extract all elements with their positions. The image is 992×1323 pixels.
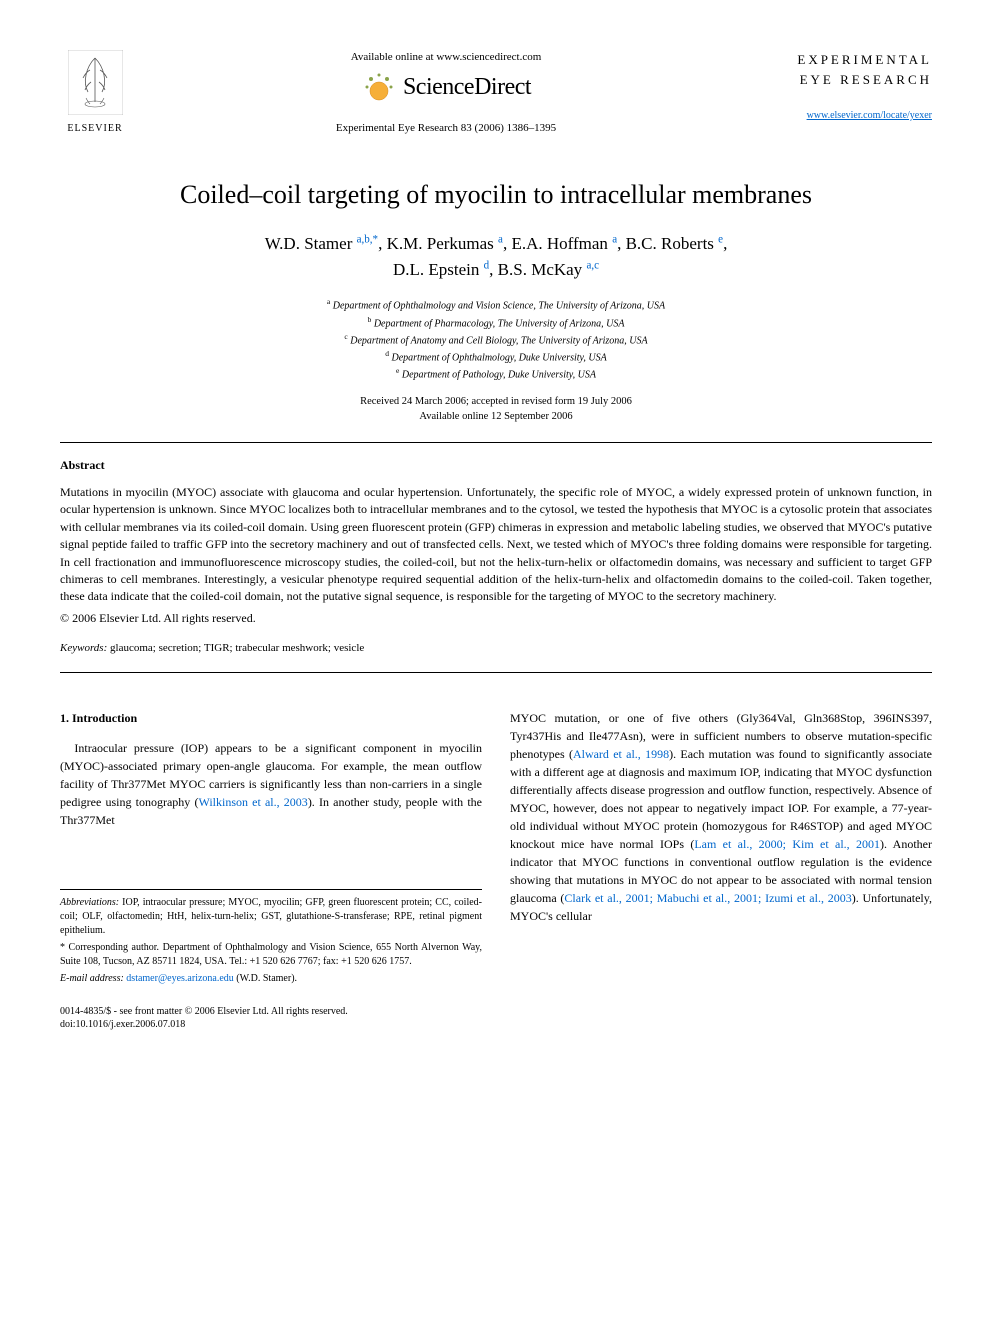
- journal-name: EXPERIMENTAL EYE RESEARCH: [762, 50, 932, 89]
- journal-name-line2: EYE RESEARCH: [800, 72, 932, 87]
- keywords-text: glaucoma; secretion; TIGR; trabecular me…: [107, 642, 364, 654]
- body-columns: 1. Introduction Intraocular pressure (IO…: [60, 709, 932, 989]
- footnotes: Abbreviations: IOP, intraocular pressure…: [60, 889, 482, 986]
- email-name: (W.D. Stamer).: [234, 973, 297, 984]
- email-footnote: E-mail address: dstamer@eyes.arizona.edu…: [60, 972, 482, 986]
- email-label: E-mail address:: [60, 973, 124, 984]
- journal-url-link[interactable]: www.elsevier.com/locate/yexer: [807, 110, 932, 121]
- elsevier-logo: ELSEVIER: [60, 50, 130, 136]
- column-right: MYOC mutation, or one of five others (Gl…: [510, 709, 932, 989]
- intro-para-right: MYOC mutation, or one of five others (Gl…: [510, 709, 932, 925]
- abbreviations-footnote: Abbreviations: IOP, intraocular pressure…: [60, 896, 482, 938]
- abbrev-label: Abbreviations:: [60, 897, 119, 908]
- article-title: Coiled–coil targeting of myocilin to int…: [60, 177, 932, 213]
- intro-heading: 1. Introduction: [60, 709, 482, 727]
- corresponding-author-footnote: * Corresponding author. Department of Op…: [60, 941, 482, 969]
- abstract-text: Mutations in myocilin (MYOC) associate w…: [60, 484, 932, 606]
- column-left: 1. Introduction Intraocular pressure (IO…: [60, 709, 482, 989]
- elsevier-label: ELSEVIER: [60, 122, 130, 136]
- rule-top: [60, 442, 932, 443]
- keywords-label: Keywords:: [60, 642, 107, 654]
- doi-line2: doi:10.1016/j.exer.2006.07.018: [60, 1019, 185, 1030]
- email-address[interactable]: dstamer@eyes.arizona.edu: [126, 973, 234, 984]
- journal-reference: Experimental Eye Research 83 (2006) 1386…: [130, 121, 762, 136]
- copyright-text: © 2006 Elsevier Ltd. All rights reserved…: [60, 610, 932, 627]
- center-header: Available online at www.sciencedirect.co…: [130, 50, 762, 137]
- abbrev-text: IOP, intraocular pressure; MYOC, myocili…: [60, 897, 482, 936]
- available-online-text: Available online at www.sciencedirect.co…: [130, 50, 762, 65]
- online-date: Available online 12 September 2006: [419, 411, 572, 422]
- journal-name-line1: EXPERIMENTAL: [797, 52, 932, 67]
- publication-dates: Received 24 March 2006; accepted in revi…: [60, 395, 932, 424]
- affiliations: a Department of Ophthalmology and Vision…: [60, 296, 932, 383]
- sciencedirect-orb-icon: [361, 69, 397, 105]
- abstract-heading: Abstract: [60, 457, 932, 474]
- received-date: Received 24 March 2006; accepted in revi…: [360, 396, 632, 407]
- right-header: EXPERIMENTAL EYE RESEARCH www.elsevier.c…: [762, 50, 932, 123]
- keywords: Keywords: glaucoma; secretion; TIGR; tra…: [60, 641, 932, 656]
- authors-list: W.D. Stamer a,b,*, K.M. Perkumas a, E.A.…: [60, 231, 932, 282]
- sciencedirect-text: ScienceDirect: [403, 71, 531, 105]
- doi-line1: 0014-4835/$ - see front matter © 2006 El…: [60, 1006, 348, 1017]
- rule-bottom: [60, 672, 932, 673]
- page-header: ELSEVIER Available online at www.science…: [60, 50, 932, 137]
- sciencedirect-logo: ScienceDirect: [361, 69, 531, 105]
- doi-footer: 0014-4835/$ - see front matter © 2006 El…: [60, 1005, 932, 1031]
- elsevier-tree-icon: [68, 50, 123, 115]
- intro-para-left: Intraocular pressure (IOP) appears to be…: [60, 739, 482, 829]
